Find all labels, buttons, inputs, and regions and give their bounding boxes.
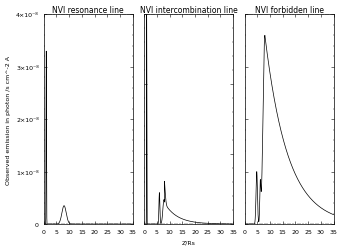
X-axis label: Z/Rs: Z/Rs (182, 240, 196, 244)
Title: NVI intercombination line: NVI intercombination line (140, 6, 237, 15)
Title: NVI resonance line: NVI resonance line (52, 6, 124, 15)
Y-axis label: Observed emission in photon /s cm^-2 A: Observed emission in photon /s cm^-2 A (5, 56, 11, 184)
Title: NVI forbidden line: NVI forbidden line (255, 6, 323, 15)
